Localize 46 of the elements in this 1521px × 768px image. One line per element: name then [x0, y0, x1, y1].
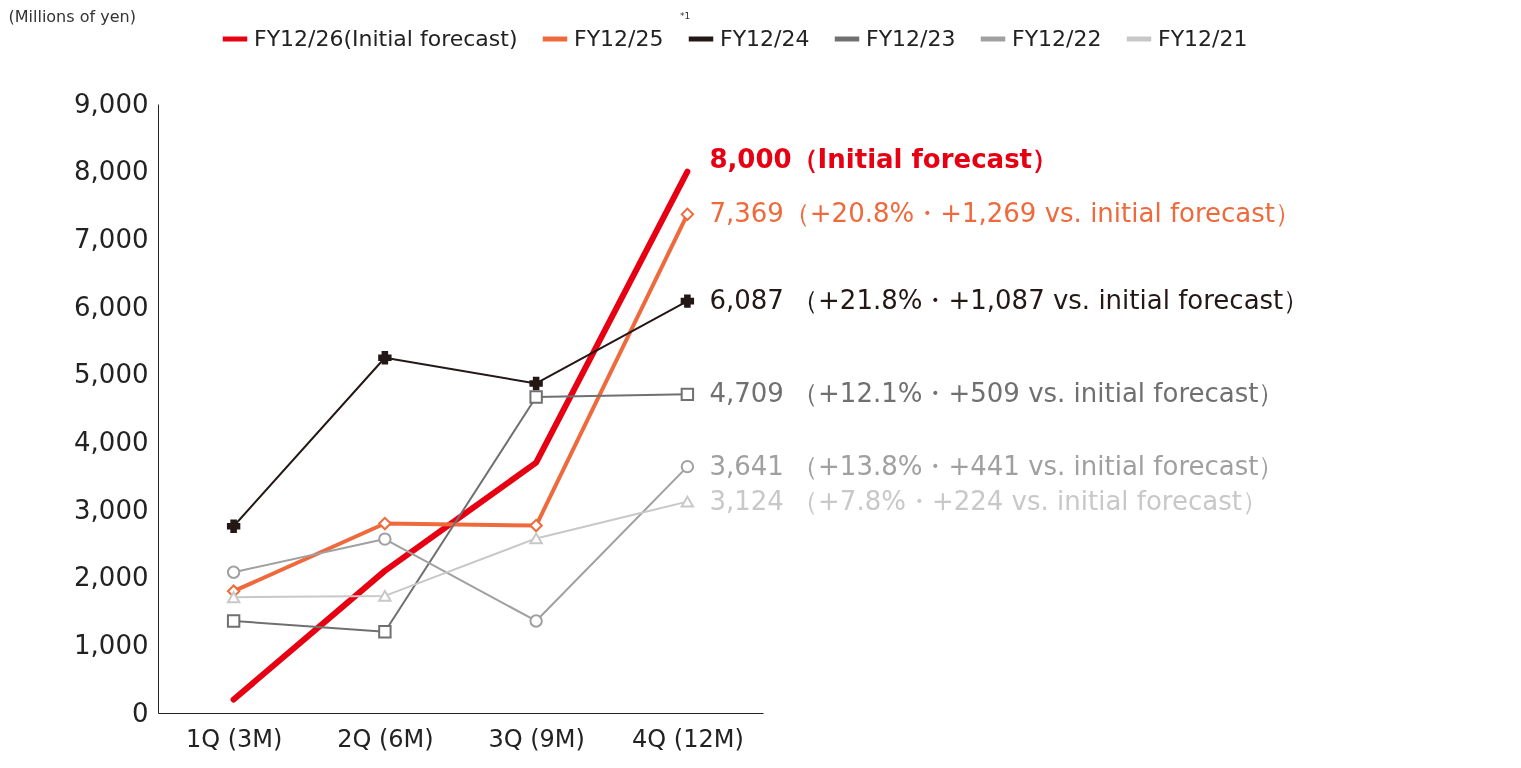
x-tick-label: 2Q (6M)	[337, 724, 434, 753]
x-tick-label: 1Q (3M)	[185, 724, 283, 753]
point	[226, 591, 241, 604]
legend-label: FY12/24	[720, 26, 810, 51]
annotation: 6,087 （+21.8%・+1,087 vs. initial forecast）	[709, 285, 1310, 316]
y-tick-label: 2,000	[74, 562, 149, 593]
point	[680, 459, 695, 474]
point	[680, 294, 695, 308]
point	[378, 351, 392, 365]
legend-label: FY12/22	[1012, 26, 1102, 51]
text: *1	[680, 11, 691, 21]
point	[529, 390, 543, 404]
y-tick-label: 5,000	[74, 359, 149, 390]
y-tick-label: 7,000	[74, 223, 149, 254]
y-tick-label: 3,000	[74, 494, 149, 525]
point	[529, 518, 543, 533]
y-axis-title: (Millions of yen)	[8, 6, 136, 26]
point	[680, 207, 695, 222]
point	[529, 532, 543, 545]
annotation: 4,709 （+12.1%・+509 vs. initial forecast）	[709, 378, 1285, 409]
point	[378, 516, 392, 531]
point	[378, 590, 392, 602]
point	[378, 625, 392, 639]
annotation: 7,369（+20.8%・+1,269 vs. initial forecast）	[709, 198, 1302, 229]
y-tick-label: 0	[131, 697, 149, 728]
legend-label: FY12/21	[1158, 26, 1248, 51]
point	[226, 565, 241, 579]
point	[529, 376, 543, 391]
point	[226, 519, 241, 533]
x-tick-label: 3Q (9M)	[488, 724, 585, 753]
point	[226, 614, 241, 628]
legend-label: FY12/26(Initial forecast)	[254, 26, 518, 51]
legend-label: FY12/23	[866, 26, 956, 51]
y-tick-label: 4,000	[74, 426, 149, 457]
annotation: 8,000（Initial forecast）	[709, 143, 1059, 174]
y-tick-label: 6,000	[74, 291, 149, 322]
x-tick-label: 4Q (12M)	[631, 724, 744, 753]
y-tick-label: 1,000	[74, 629, 149, 660]
point	[529, 614, 543, 628]
point	[378, 532, 392, 546]
point	[680, 495, 695, 508]
point	[680, 387, 695, 402]
y-tick-label: 9,000	[74, 88, 149, 119]
y-tick-label: 8,000	[74, 156, 149, 187]
annotation: 3,641 （+13.8%・+441 vs. initial forecast）	[709, 450, 1285, 481]
legend-label: FY12/25	[574, 26, 664, 51]
